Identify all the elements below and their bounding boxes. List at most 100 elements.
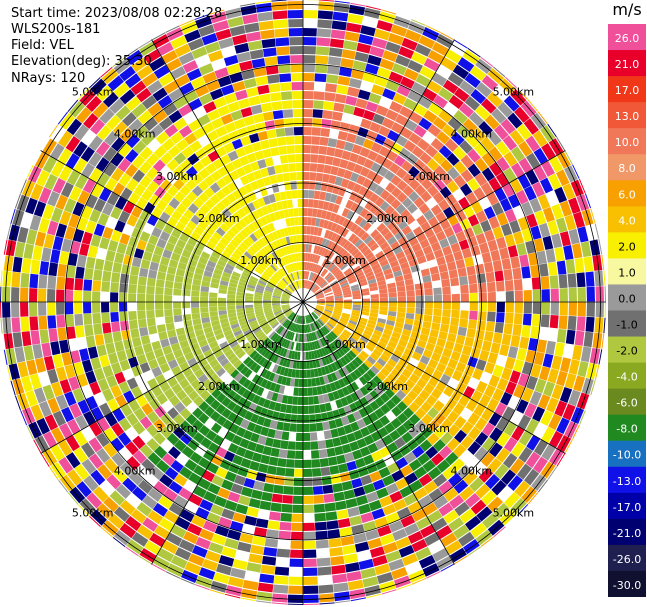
range-gate	[190, 231, 201, 241]
range-gate	[332, 204, 340, 214]
range-gate	[367, 255, 377, 264]
range-gate	[163, 388, 176, 400]
range-gate	[227, 352, 237, 362]
range-gate	[460, 293, 469, 302]
range-gate	[233, 359, 243, 369]
range-gate	[303, 369, 307, 378]
range-gate	[320, 466, 331, 477]
range-gate	[540, 276, 550, 290]
range-gate	[303, 333, 306, 342]
range-gate	[173, 413, 185, 426]
range-gate	[179, 82, 195, 96]
range-gate	[5, 348, 17, 365]
range-gate	[259, 573, 275, 584]
range-gate	[384, 388, 395, 399]
range-gate	[155, 309, 164, 318]
range-gate	[137, 276, 147, 286]
range-gate	[158, 72, 175, 87]
range-gate	[499, 198, 513, 212]
range-gate	[513, 279, 523, 291]
range-gate	[217, 105, 230, 117]
range-gate	[467, 319, 478, 330]
range-gate	[238, 375, 248, 386]
range-gate	[439, 271, 450, 280]
range-gate	[270, 263, 278, 272]
range-gate	[485, 271, 495, 283]
range-gate	[275, 286, 284, 292]
range-gate	[309, 414, 316, 423]
range-gate	[408, 132, 422, 145]
range-gate	[287, 441, 296, 450]
range-gate	[322, 286, 331, 292]
range-gate	[310, 369, 315, 378]
range-gate	[327, 392, 335, 402]
range-gate	[269, 92, 282, 102]
range-gate	[200, 307, 209, 313]
colorbar-swatch	[608, 544, 646, 572]
range-gate	[240, 323, 250, 330]
range-gate	[263, 291, 273, 296]
ring-label: 3.00km	[408, 422, 450, 435]
range-gate	[215, 332, 225, 341]
range-gate	[123, 338, 133, 350]
range-gate	[96, 85, 113, 102]
range-gate	[283, 339, 289, 348]
range-gate	[290, 283, 296, 291]
range-gate	[464, 73, 481, 89]
range-gate	[220, 322, 230, 329]
range-gate	[294, 468, 303, 477]
range-gate	[119, 89, 136, 105]
range-gate	[337, 426, 346, 437]
range-gate	[276, 249, 283, 258]
range-gate	[278, 530, 291, 540]
range-gate	[340, 58, 354, 69]
range-gate	[239, 257, 248, 265]
range-gate	[93, 323, 103, 336]
range-gate	[494, 322, 504, 334]
range-gate	[239, 278, 248, 284]
range-gate	[379, 200, 390, 212]
range-gate	[73, 158, 88, 174]
range-gate	[23, 345, 35, 361]
range-gate	[218, 306, 227, 311]
range-gate	[504, 279, 514, 292]
range-gate	[327, 65, 340, 75]
range-gate	[232, 271, 241, 278]
range-gate	[325, 297, 334, 300]
range-gate	[548, 413, 562, 431]
range-gate	[334, 445, 344, 456]
range-gate	[444, 340, 455, 351]
range-gate	[209, 194, 221, 205]
range-gate	[303, 64, 316, 73]
colorbar-tick-label: -21.0	[613, 527, 641, 540]
range-gate	[254, 296, 263, 300]
range-gate	[343, 299, 352, 302]
range-gate	[274, 430, 283, 440]
range-gate	[276, 46, 290, 56]
range-gate	[236, 295, 245, 299]
range-gate	[201, 280, 211, 288]
range-gate	[57, 327, 67, 341]
range-gate	[377, 318, 387, 324]
range-gate	[232, 326, 241, 333]
range-gate	[325, 295, 334, 299]
range-gate	[313, 321, 319, 330]
range-gate	[263, 302, 272, 305]
range-gate	[363, 359, 373, 369]
range-gate	[249, 361, 258, 371]
range-gate	[268, 253, 276, 262]
range-gate	[384, 205, 395, 216]
range-gate	[330, 282, 339, 288]
range-gate	[340, 415, 350, 426]
range-gate	[570, 179, 584, 197]
range-gate	[95, 141, 111, 157]
range-gate	[317, 566, 332, 576]
range-gate	[187, 37, 205, 51]
range-gate	[170, 342, 181, 352]
range-gate	[484, 229, 496, 242]
range-gate	[246, 172, 256, 183]
range-gate	[427, 49, 445, 64]
range-gate	[454, 501, 470, 517]
range-gate	[261, 359, 269, 368]
range-gate	[416, 339, 427, 349]
